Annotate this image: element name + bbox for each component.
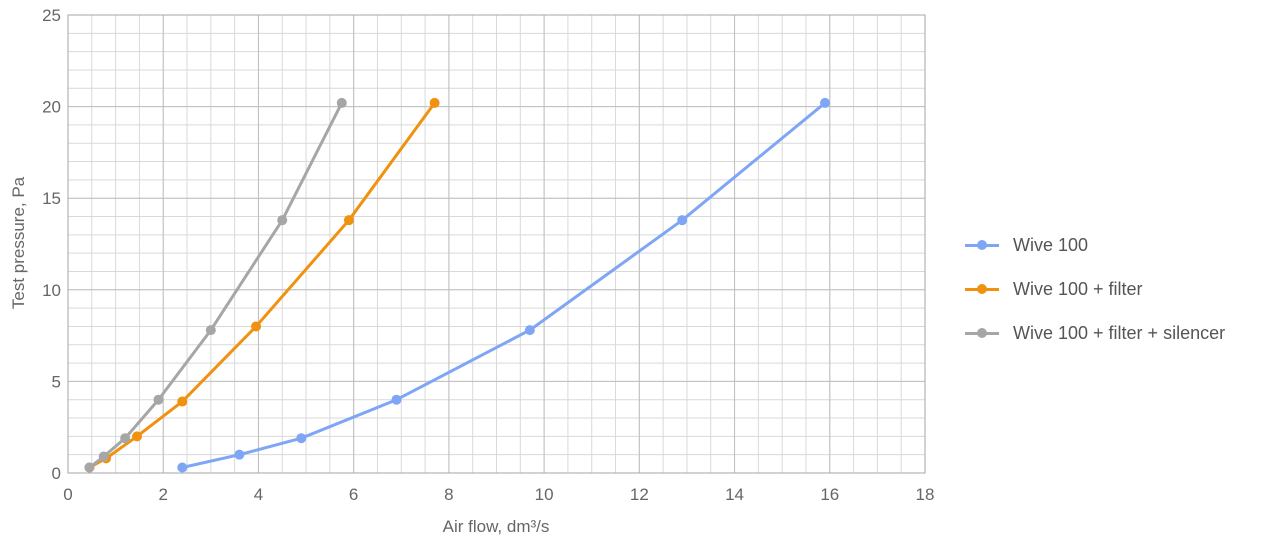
data-point (205, 325, 216, 336)
y-axis-tick-labels: 0 5 10 15 20 25 (42, 6, 61, 483)
data-point (296, 433, 307, 444)
series-line (87, 101, 437, 470)
data-point (820, 97, 831, 108)
data-point (251, 321, 262, 332)
major-gridlines (67, 14, 926, 474)
data-point (391, 394, 402, 405)
x-tick-label: 4 (254, 485, 263, 504)
data-point (177, 462, 188, 473)
legend-item: Wive 100 + filter + silencer (965, 318, 1225, 348)
legend-marker (965, 283, 999, 295)
x-axis-title: Air flow, dm³/s (443, 517, 550, 536)
y-tick-label: 20 (42, 98, 61, 117)
series-layer (84, 97, 831, 473)
series-group (84, 97, 347, 473)
data-point (677, 215, 688, 226)
legend-label: Wive 100 (1013, 234, 1089, 255)
data-point (120, 433, 131, 444)
data-point (277, 215, 288, 226)
data-point (234, 449, 245, 460)
x-axis-tick-labels: 0 2 4 6 8 10 12 14 16 18 (63, 485, 934, 504)
x-tick-label: 0 (63, 485, 72, 504)
plot-area-border (67, 14, 926, 474)
legend-label: Wive 100 + filter + silencer (1013, 322, 1226, 343)
y-tick-label: 5 (52, 372, 61, 391)
x-tick-label: 12 (630, 485, 649, 504)
x-tick-label: 10 (535, 485, 554, 504)
data-point (429, 97, 440, 108)
minor-gridlines (67, 14, 926, 474)
y-tick-label: 25 (42, 6, 61, 25)
x-tick-label: 8 (444, 485, 453, 504)
y-axis-title: Test pressure, Pa (9, 176, 28, 309)
series-group (177, 97, 831, 473)
y-tick-label: 10 (42, 281, 61, 300)
data-point (177, 396, 188, 407)
x-tick-label: 18 (916, 485, 935, 504)
x-tick-label: 14 (725, 485, 744, 504)
legend-item: Wive 100 (965, 230, 1225, 260)
data-point (98, 451, 109, 462)
data-point (132, 431, 143, 442)
series-group (84, 97, 440, 473)
y-tick-label: 0 (52, 464, 61, 483)
legend-item: Wive 100 + filter (965, 274, 1225, 304)
data-point (336, 97, 347, 108)
data-point (153, 394, 164, 405)
x-tick-label: 2 (158, 485, 167, 504)
legend-marker (965, 239, 999, 251)
legend-marker (965, 327, 999, 339)
chart-legend: Wive 100 Wive 100 + filter Wive 100 + filt… (965, 230, 1225, 362)
y-tick-label: 15 (42, 189, 61, 208)
data-point (84, 462, 95, 473)
series-line (87, 101, 344, 470)
legend-label: Wive 100 + filter (1013, 278, 1143, 299)
data-point (343, 215, 354, 226)
x-tick-label: 6 (349, 485, 358, 504)
data-point (524, 325, 535, 336)
x-tick-label: 16 (820, 485, 839, 504)
series-line (180, 101, 827, 470)
